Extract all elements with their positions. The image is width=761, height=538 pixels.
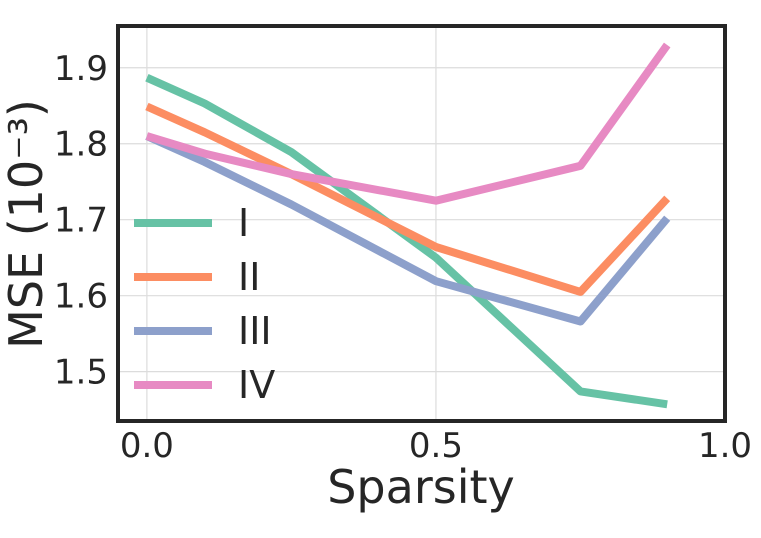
y-tick-label: 1.8	[54, 125, 108, 165]
series-line-3	[145, 132, 671, 326]
series-line-4	[145, 42, 671, 205]
y-tick-label: 1.7	[54, 201, 108, 241]
x-tick-label: 0.5	[409, 426, 463, 466]
y-axis-title: MSE (10⁻³)	[0, 99, 53, 349]
series-lines	[145, 42, 671, 409]
y-axis-ticks: 1.5 1.6 1.7 1.8 1.9	[54, 49, 108, 393]
y-tick-label: 1.9	[54, 49, 108, 89]
plot-frame	[116, 24, 727, 423]
legend-label-1: I	[238, 201, 249, 245]
legend-label-2: II	[238, 255, 260, 299]
series-line-1	[145, 74, 668, 409]
x-axis-ticks: 0.0 0.5 1.0	[120, 426, 752, 466]
legend-label-3: III	[238, 309, 272, 353]
y-tick-label: 1.5	[54, 353, 108, 393]
x-tick-label: 0.0	[120, 426, 174, 466]
x-axis-title: Sparsity	[327, 460, 515, 514]
series-line-2	[145, 102, 671, 296]
legend-label-4: IV	[238, 363, 275, 407]
y-tick-label: 1.6	[54, 277, 108, 317]
x-tick-label: 1.0	[698, 426, 752, 466]
